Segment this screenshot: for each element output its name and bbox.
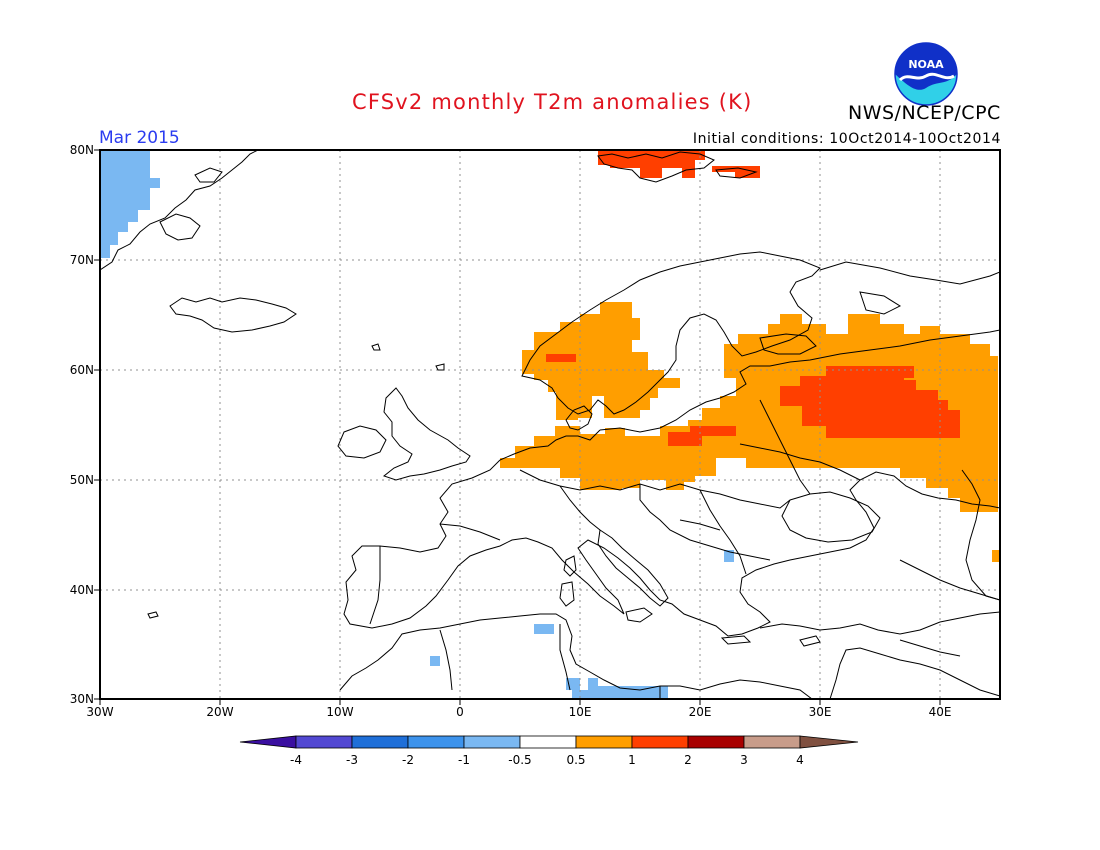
tick-marks (94, 149, 941, 705)
lon-label: 30W (86, 705, 114, 719)
lat-label: 70N (69, 253, 94, 267)
coastlines (100, 150, 1000, 699)
colorbar-label: 3 (740, 753, 748, 767)
forecast-period: Mar 2015 (99, 128, 180, 148)
negative-anomaly-patches (430, 550, 734, 699)
lon-label: 10E (568, 705, 592, 719)
lon-label: 0 (456, 705, 464, 719)
map-title: CFSv2 monthly T2m anomalies (K) (352, 90, 753, 114)
colorbar-label: -1 (458, 753, 470, 767)
graticule (100, 150, 1000, 699)
colorbar-label: -4 (290, 753, 302, 767)
colorbar (239, 735, 859, 749)
lon-label: 20E (688, 705, 712, 719)
lat-label: 50N (69, 473, 94, 487)
colorbar-label: -2 (402, 753, 414, 767)
colorbar-label: 1 (628, 753, 636, 767)
lat-label: 30N (69, 692, 94, 706)
anomaly-shading (100, 150, 1000, 699)
colorbar-label: -3 (346, 753, 358, 767)
lat-label: 40N (69, 583, 94, 597)
negative-anomaly-greenland (100, 150, 160, 258)
positive-anomaly-russia-core (546, 354, 960, 446)
noaa-logo-text: NOAA (908, 58, 944, 71)
org-label: NWS/NCEP/CPC (848, 102, 1001, 124)
lon-label: 40E (928, 705, 952, 719)
lon-label: 30E (808, 705, 832, 719)
colorbar-min-arrow (239, 735, 297, 749)
map-frame (99, 149, 1001, 700)
initial-conditions: Initial conditions: 10Oct2014-10Oct2014 (692, 131, 1001, 147)
lon-label: 10W (326, 705, 354, 719)
lat-label: 60N (69, 363, 94, 377)
colorbar-label: -0.5 (508, 753, 532, 767)
colorbar-max-arrow (799, 735, 859, 749)
positive-anomaly-central-east-europe (500, 314, 1000, 562)
noaa-logo: NOAA (894, 42, 958, 106)
colorbar-label: 2 (684, 753, 692, 767)
lon-label: 20W (206, 705, 234, 719)
positive-anomaly-scandinavia (522, 302, 680, 420)
positive-anomaly-svalbard (598, 150, 760, 178)
colorbar-label: 4 (796, 753, 804, 767)
colorbar-label: 0.5 (566, 753, 586, 767)
lat-label: 80N (69, 143, 94, 157)
